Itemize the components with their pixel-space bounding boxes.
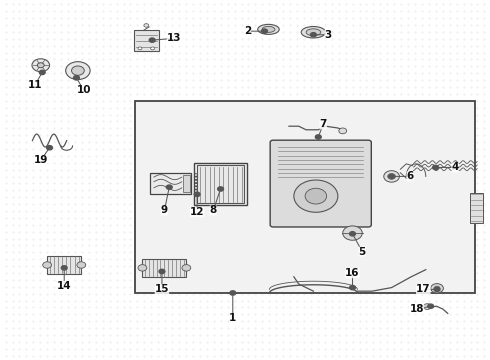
Circle shape [428,304,434,309]
Text: 7: 7 [319,120,327,129]
Text: 12: 12 [190,207,204,217]
Bar [195,163,246,205]
Bar [135,101,475,293]
Text: 19: 19 [34,155,48,165]
Text: 5: 5 [359,247,366,257]
Circle shape [77,262,86,268]
Circle shape [434,286,440,291]
Circle shape [138,265,147,271]
FancyBboxPatch shape [270,140,371,227]
Circle shape [149,38,155,42]
Circle shape [316,135,321,139]
Circle shape [47,145,52,150]
Circle shape [389,174,394,179]
Text: 1: 1 [229,313,236,323]
Circle shape [433,165,439,170]
Bar [470,193,484,223]
Circle shape [349,231,355,236]
Text: 3: 3 [324,30,332,40]
Circle shape [294,180,338,212]
Circle shape [61,266,67,270]
Circle shape [349,285,355,290]
Bar [0,1,135,359]
Bar [135,293,475,359]
Circle shape [423,304,431,310]
Circle shape [305,188,327,204]
Circle shape [74,76,79,80]
Circle shape [182,265,191,271]
Circle shape [194,192,200,197]
Ellipse shape [262,26,275,32]
Bar [150,173,192,194]
Circle shape [138,47,142,50]
Circle shape [434,287,440,292]
Text: 11: 11 [27,80,42,90]
Ellipse shape [306,29,321,36]
Circle shape [151,47,155,50]
Circle shape [339,128,346,134]
Text: 4: 4 [451,162,459,172]
Text: 15: 15 [155,284,169,294]
Circle shape [66,62,90,80]
Text: 18: 18 [410,304,424,314]
Circle shape [218,187,223,191]
Circle shape [159,269,165,274]
Circle shape [166,185,172,189]
Circle shape [384,171,399,182]
Bar [197,166,244,203]
Bar [135,1,475,101]
Circle shape [262,29,268,33]
Circle shape [343,226,362,240]
Bar [47,256,81,274]
Ellipse shape [301,27,326,38]
Text: 16: 16 [345,268,360,278]
Text: 6: 6 [407,171,414,181]
Circle shape [39,70,45,75]
Bar [475,1,490,359]
Circle shape [311,33,317,37]
Text: 10: 10 [76,85,91,95]
Circle shape [431,284,443,293]
Bar [134,31,159,51]
Text: 2: 2 [244,26,251,36]
Text: 8: 8 [210,206,217,216]
Text: 13: 13 [167,33,181,43]
Text: 17: 17 [416,284,431,294]
Circle shape [72,66,84,75]
Circle shape [37,63,44,68]
Circle shape [43,262,51,268]
Circle shape [388,174,395,179]
Text: 14: 14 [57,281,72,291]
Text: 9: 9 [161,206,168,216]
Bar [143,258,186,277]
Circle shape [230,291,236,295]
Ellipse shape [258,24,279,35]
Circle shape [144,24,149,27]
Circle shape [32,59,49,72]
Bar [183,175,190,192]
